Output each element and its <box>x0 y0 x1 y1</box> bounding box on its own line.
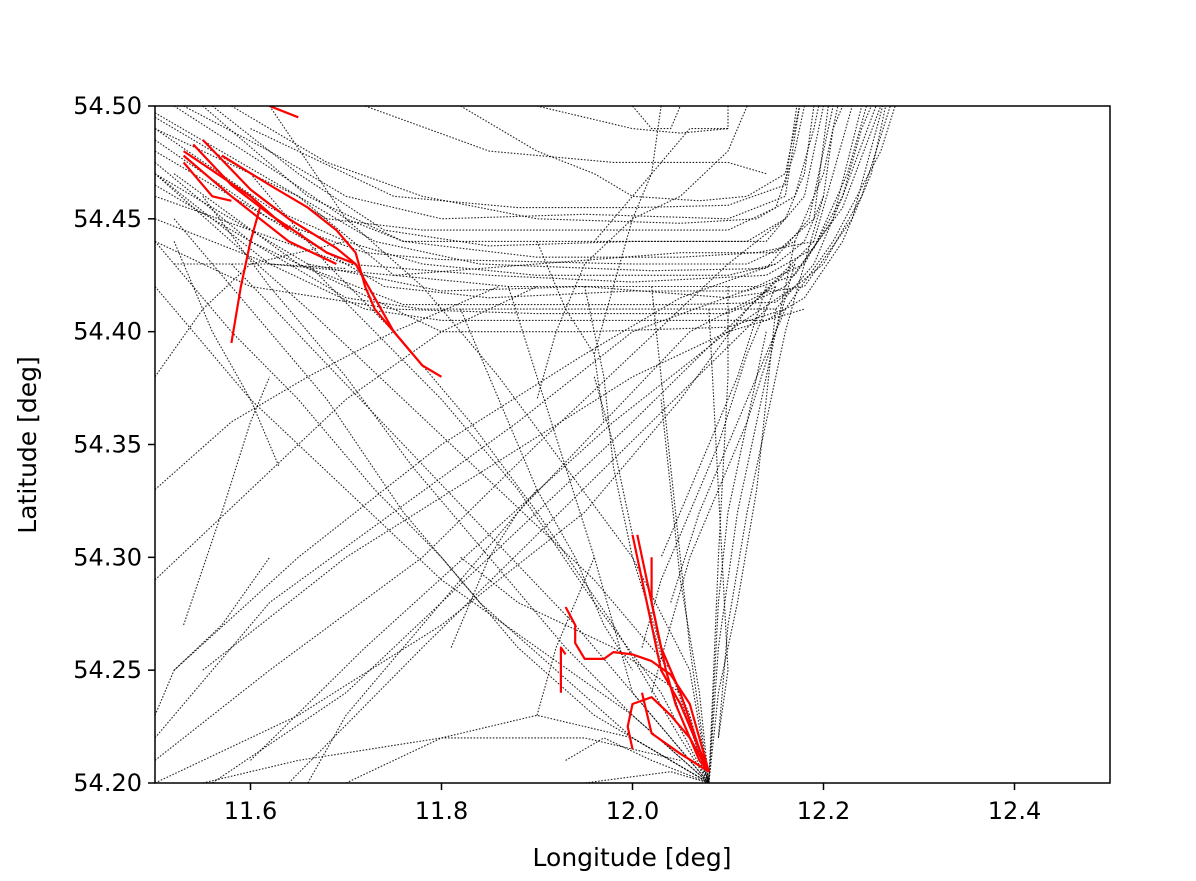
background-track-19 <box>155 106 884 299</box>
background-track-5 <box>155 106 872 310</box>
background-track-4 <box>211 106 825 247</box>
background-track-66 <box>460 556 710 783</box>
background-track-55 <box>460 308 633 671</box>
background-track-36 <box>183 376 271 626</box>
background-track-13 <box>231 106 820 224</box>
y-tick-label: 54.40 <box>73 318 142 346</box>
highlighted-track-9 <box>559 646 567 693</box>
background-track-51 <box>641 286 777 648</box>
x-axis-label: Longitude [deg] <box>533 843 732 872</box>
background-track-41 <box>173 218 710 783</box>
highlighted-track-6 <box>182 161 232 202</box>
background-track-11 <box>155 106 877 288</box>
background-track-71 <box>708 241 796 783</box>
highlighted-track-5 <box>230 207 262 344</box>
background-track-14 <box>155 106 868 283</box>
background-track-64 <box>450 489 538 648</box>
background-tracks <box>155 106 896 783</box>
background-track-22 <box>536 106 729 134</box>
highlighted-track-10 <box>631 534 710 773</box>
x-tick-label: 12.4 <box>988 797 1041 825</box>
background-track-72 <box>565 737 710 783</box>
background-track-0 <box>155 106 844 276</box>
background-track-3 <box>155 106 805 231</box>
background-track-58 <box>717 196 825 738</box>
background-track-60 <box>345 714 710 783</box>
background-track-9 <box>202 106 853 258</box>
background-track-28 <box>155 285 757 739</box>
x-tick-label: 12.2 <box>797 797 850 825</box>
y-tick-label: 54.45 <box>73 205 142 233</box>
background-track-16 <box>183 106 801 220</box>
x-tick-label: 11.8 <box>415 797 468 825</box>
y-tick-label: 54.35 <box>73 431 142 459</box>
background-track-68 <box>593 106 662 355</box>
background-track-52 <box>670 308 786 603</box>
background-track-45 <box>584 286 710 783</box>
y-tick-label: 54.20 <box>73 769 142 797</box>
highlighted-track-12 <box>650 557 710 773</box>
background-track-43 <box>307 263 710 783</box>
background-track-27 <box>155 218 786 761</box>
background-track-25 <box>536 106 748 400</box>
trajectory-tracks <box>155 106 896 783</box>
x-tick-label: 11.6 <box>224 797 277 825</box>
y-axis-label: Latitude [deg] <box>13 356 42 533</box>
y-tick-label: 54.50 <box>73 92 142 120</box>
background-track-29 <box>173 263 776 671</box>
background-track-15 <box>155 106 882 315</box>
background-track-35 <box>155 286 538 581</box>
x-axis: 11.6 11.8 12.0 12.2 12.4 <box>224 783 1041 825</box>
background-track-6 <box>155 106 887 321</box>
background-track-50 <box>651 263 796 693</box>
background-track-34 <box>211 241 815 783</box>
background-track-8 <box>155 106 896 333</box>
background-track-39 <box>202 195 710 783</box>
highlighted-track-14 <box>640 692 710 773</box>
highlighted-tracks <box>182 106 710 773</box>
highlighted-track-1 <box>192 143 357 266</box>
background-track-12 <box>155 106 829 276</box>
highlighted-track-13 <box>626 696 710 773</box>
background-track-54 <box>507 286 710 783</box>
background-track-42 <box>155 286 710 783</box>
background-track-49 <box>708 331 767 783</box>
background-track-61 <box>202 737 681 783</box>
background-track-69 <box>593 106 729 242</box>
y-tick-label: 54.30 <box>73 543 142 571</box>
background-track-23 <box>155 240 347 378</box>
highlighted-track-7 <box>269 106 299 119</box>
background-track-17 <box>155 106 834 272</box>
x-tick-label: 12.0 <box>606 797 659 825</box>
background-track-67 <box>632 106 681 130</box>
y-tick-label: 54.25 <box>73 656 142 684</box>
background-track-30 <box>202 308 805 671</box>
highlighted-track-4 <box>221 154 414 355</box>
background-track-48 <box>708 309 777 783</box>
background-track-20 <box>460 106 801 202</box>
background-track-18 <box>250 106 798 209</box>
background-track-70 <box>173 241 280 468</box>
background-track-59 <box>536 241 605 422</box>
background-track-26 <box>155 263 796 783</box>
background-track-75 <box>307 286 777 783</box>
background-track-33 <box>155 285 500 491</box>
background-track-74 <box>155 173 710 783</box>
highlighted-track-11 <box>636 534 710 773</box>
background-track-38 <box>250 173 710 783</box>
background-track-21 <box>364 106 767 175</box>
y-axis: 54.20 54.25 54.30 54.35 54.40 54.45 54.50 <box>73 92 155 797</box>
background-track-62 <box>460 771 710 783</box>
highlighted-track-3 <box>202 139 443 378</box>
highlighted-track-2 <box>182 154 337 265</box>
